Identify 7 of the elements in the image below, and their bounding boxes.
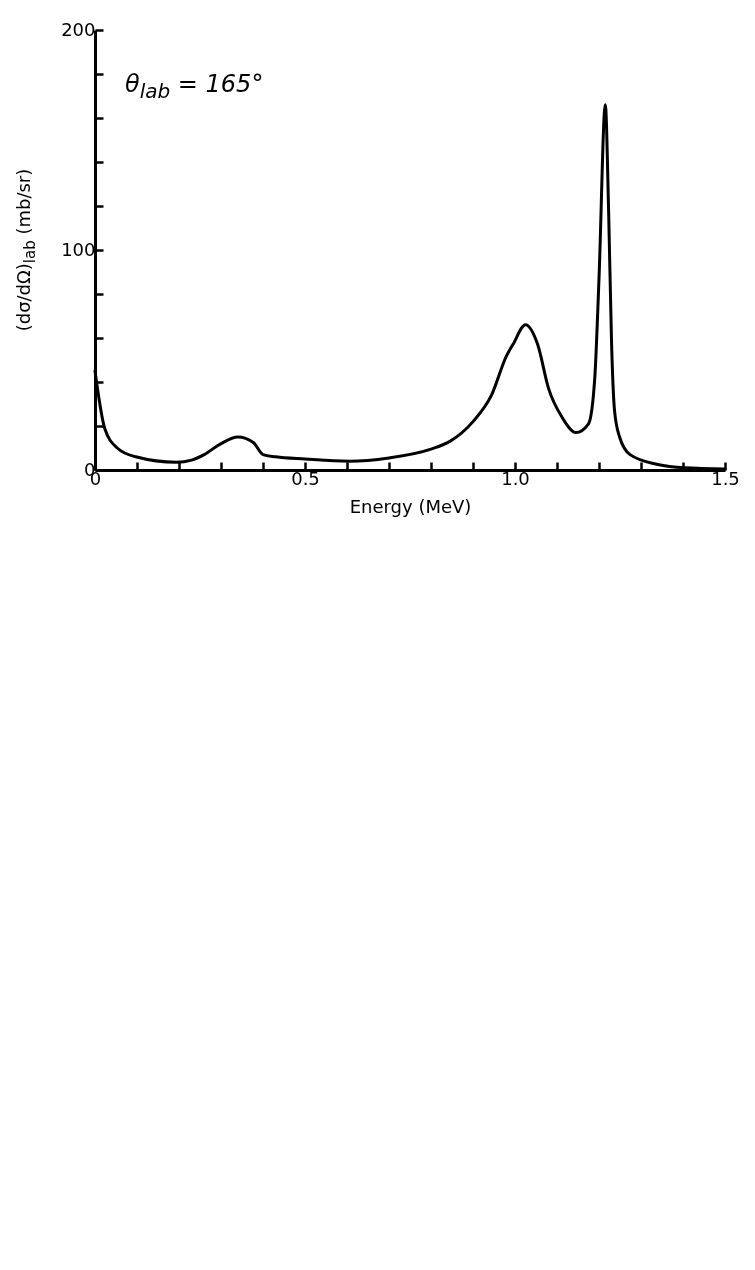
y-tick-label: 200 — [61, 18, 96, 40]
y-tick-label: 100 — [61, 238, 96, 260]
x-axis-title: Energy (MeV) — [349, 495, 472, 517]
x-tick-label: 1.0 — [501, 467, 530, 489]
annotation: θ$_{lab}$ = 165° — [125, 70, 264, 103]
x-tick-label: 1.5 — [711, 467, 740, 489]
x-tick-label: 0.5 — [291, 467, 320, 489]
